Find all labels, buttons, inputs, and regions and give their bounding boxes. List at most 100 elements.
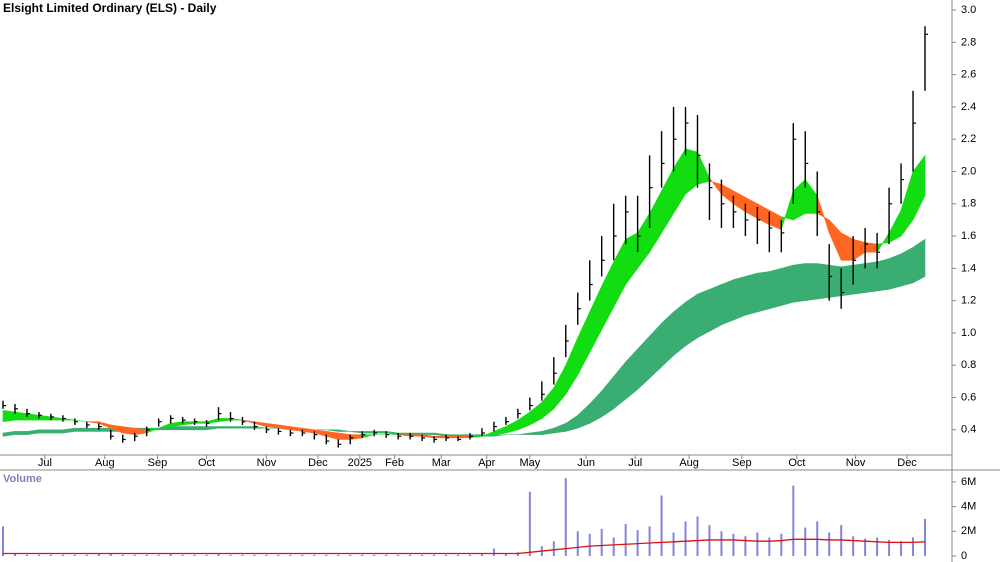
long-band [74,427,88,432]
volume-bar [373,554,376,556]
volume-bar [121,554,124,556]
long-band [900,246,914,287]
volume-bar [912,537,915,556]
volume-bar [732,533,735,556]
volume-bar [325,554,328,556]
volume-bar [660,495,663,556]
long-band [230,426,243,429]
y-tick-label: 6M [961,476,976,488]
x-tick-label: Dec [308,457,328,469]
long-band [14,431,28,435]
long-band [685,293,698,347]
long-band [170,426,183,431]
volume-bar [361,554,364,556]
volume-bar [504,553,507,556]
long-band [38,429,52,434]
volume-bar [277,554,280,556]
x-tick-label: May [519,457,540,469]
short-band [912,154,926,221]
volume-bar [756,532,759,556]
long-band [876,258,890,292]
volume-bar [253,554,256,556]
long-band [757,271,770,313]
volume-bar [876,537,879,556]
y-tick-label: 2.0 [961,165,976,177]
volume-bar [804,527,807,556]
volume-bar [768,537,771,556]
volume-bar [900,541,903,556]
volume-bar [576,531,579,556]
long-band [673,301,686,357]
x-tick-label: Nov [846,457,866,469]
volume-bar [193,554,196,556]
volume-bar [25,554,28,556]
long-band [218,426,231,429]
short-band [2,410,16,423]
volume-bar [61,554,64,556]
x-tick-label: Mar [432,457,451,469]
volume-bar [409,554,412,556]
y-tick-label: 4M [961,500,976,512]
volume-bar [480,553,483,556]
volume-bar [672,532,675,556]
y-tick-label: 2.4 [961,101,976,113]
x-tick-label: Aug [679,457,699,469]
volume-bar [552,541,555,556]
y-tick-label: 2M [961,525,976,537]
y-tick-label: 1.4 [961,262,976,274]
volume-bar [229,554,232,556]
volume-bar [205,554,208,556]
volume-bar [792,485,795,556]
volume-bar [564,478,567,556]
volume-bar [265,554,268,556]
y-tick-label: 0.8 [961,359,976,371]
short-band [433,435,447,439]
long-band [816,263,830,300]
volume-bar [145,554,148,556]
short-band [14,411,28,421]
volume-bar [181,554,184,556]
volume-bar [433,554,436,556]
long-band [733,276,746,321]
volume-bar [720,531,723,556]
volume-bar [2,526,4,556]
long-band [194,426,207,431]
x-tick-label: Oct [788,457,805,469]
long-band [721,279,734,326]
chart-title: Elsight Limited Ordinary (ELS) - Daily [3,1,217,15]
long-band [804,263,818,301]
y-tick-label: 2.8 [961,36,976,48]
volume-bar [73,554,76,556]
volume-bar [528,491,531,556]
long-band [888,253,902,290]
volume-bar [888,539,891,556]
long-band [697,288,710,339]
volume-bar [217,553,220,556]
volume-title: Volume [3,473,42,485]
long-band [86,427,100,432]
y-tick-label: 0.6 [961,391,976,403]
volume-bar [397,554,400,556]
long-band [50,429,64,434]
volume-bar [445,554,448,556]
x-tick-label: Apr [478,457,495,469]
volume-bar [421,554,424,556]
x-tick-label: Oct [198,457,215,469]
long-band [98,427,112,432]
volume-bar [97,553,100,556]
long-band [421,432,435,435]
volume-bar [852,536,855,556]
volume-bar [157,554,160,556]
volume-bar [600,528,603,556]
volume-bar [49,554,52,556]
volume-bar [109,553,112,556]
long-band [864,261,878,293]
volume-bar [828,532,831,556]
volume-bar [385,554,388,556]
volume-bar [588,533,591,556]
y-tick-label: 1.2 [961,295,976,307]
volume-bar [864,538,867,556]
long-band [337,429,351,432]
volume-bar [85,554,88,556]
